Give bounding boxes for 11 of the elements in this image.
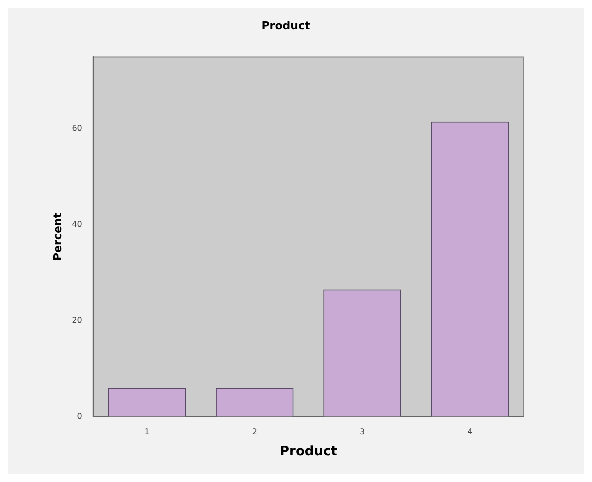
x-tick-label: 3: [360, 428, 366, 437]
x-tick-label: 1: [144, 428, 150, 437]
y-tick-label: 60: [72, 124, 82, 134]
chart-title: Product: [262, 19, 310, 32]
y-tick-label: 20: [72, 316, 82, 325]
x-tick-label: 2: [252, 428, 258, 437]
x-tick-label: 4: [468, 428, 473, 437]
y-axis-title: Percent: [51, 212, 64, 262]
y-tick-label: 0: [77, 412, 82, 421]
x-axis-title: Product: [280, 444, 338, 460]
y-tick-label: 40: [72, 220, 82, 230]
